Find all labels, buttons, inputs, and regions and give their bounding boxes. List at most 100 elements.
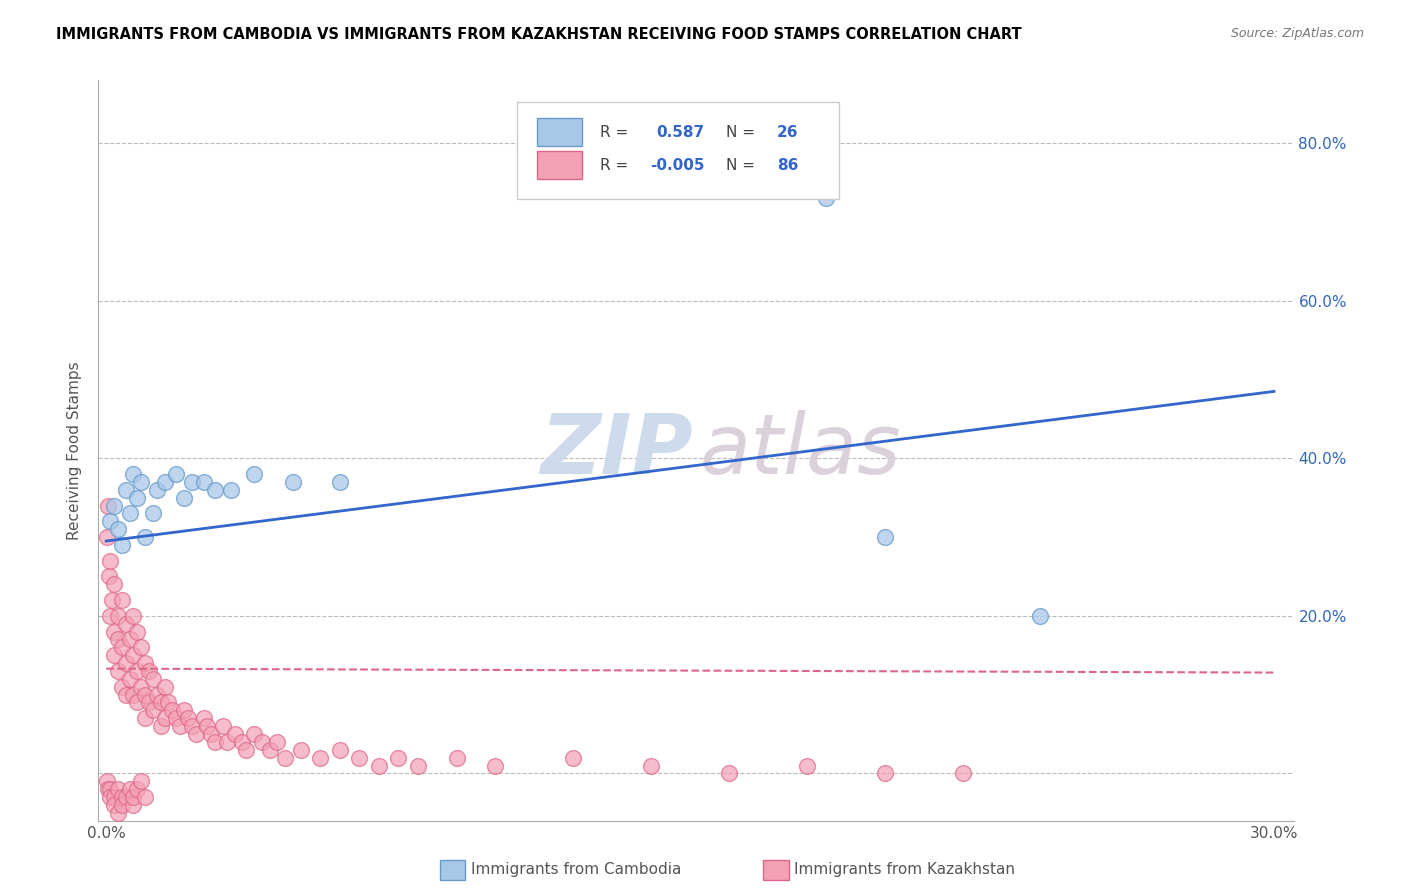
- Text: Immigrants from Kazakhstan: Immigrants from Kazakhstan: [794, 863, 1015, 877]
- Point: [718, 766, 741, 780]
- Point: [96, 774, 118, 789]
- Point: [200, 727, 222, 741]
- Point: [281, 475, 304, 489]
- Point: [146, 688, 169, 702]
- Text: ZIP: ZIP: [540, 410, 692, 491]
- Point: [815, 191, 838, 205]
- Text: 26: 26: [778, 125, 799, 140]
- Point: [349, 750, 371, 764]
- Point: [98, 608, 121, 623]
- Point: [446, 750, 468, 764]
- Point: [173, 491, 195, 505]
- Point: [107, 664, 129, 678]
- Text: R =: R =: [600, 125, 634, 140]
- Point: [165, 711, 187, 725]
- Point: [243, 727, 266, 741]
- Point: [103, 499, 125, 513]
- Point: [127, 696, 149, 710]
- Point: [134, 688, 156, 702]
- Point: [274, 750, 297, 764]
- Point: [873, 766, 896, 780]
- Point: [149, 719, 172, 733]
- Point: [122, 608, 145, 623]
- Point: [149, 696, 172, 710]
- Point: [111, 593, 134, 607]
- Point: [796, 758, 818, 772]
- Point: [204, 483, 226, 497]
- Point: [219, 483, 242, 497]
- Point: [103, 577, 125, 591]
- Point: [118, 672, 141, 686]
- Text: -0.005: -0.005: [651, 158, 704, 173]
- Point: [129, 680, 152, 694]
- Point: [98, 569, 121, 583]
- Point: [146, 483, 169, 497]
- Text: Source: ZipAtlas.com: Source: ZipAtlas.com: [1230, 27, 1364, 40]
- Point: [169, 719, 191, 733]
- Point: [118, 782, 141, 797]
- Point: [103, 648, 125, 663]
- Point: [184, 727, 207, 741]
- Text: 86: 86: [778, 158, 799, 173]
- Point: [193, 711, 215, 725]
- Point: [173, 703, 195, 717]
- Point: [215, 735, 238, 749]
- Point: [484, 758, 506, 772]
- Point: [250, 735, 273, 749]
- Point: [640, 758, 662, 772]
- Point: [101, 593, 124, 607]
- Point: [96, 530, 118, 544]
- Text: R =: R =: [600, 158, 634, 173]
- Point: [118, 507, 141, 521]
- Point: [562, 750, 585, 764]
- Point: [114, 790, 136, 805]
- Point: [231, 735, 253, 749]
- Point: [98, 554, 121, 568]
- Point: [153, 711, 176, 725]
- Point: [952, 766, 974, 780]
- Point: [1029, 608, 1052, 623]
- Bar: [440, 860, 465, 880]
- Point: [114, 656, 136, 670]
- Point: [387, 750, 409, 764]
- Point: [107, 608, 129, 623]
- Point: [129, 774, 152, 789]
- Bar: [537, 118, 582, 146]
- Point: [197, 719, 219, 733]
- Point: [290, 743, 312, 757]
- Text: IMMIGRANTS FROM CAMBODIA VS IMMIGRANTS FROM KAZAKHSTAN RECEIVING FOOD STAMPS COR: IMMIGRANTS FROM CAMBODIA VS IMMIGRANTS F…: [56, 27, 1022, 42]
- Point: [142, 703, 165, 717]
- Text: atlas: atlas: [700, 410, 901, 491]
- Point: [114, 483, 136, 497]
- Point: [122, 648, 145, 663]
- Point: [134, 790, 156, 805]
- Point: [153, 680, 176, 694]
- Point: [97, 782, 120, 797]
- Point: [127, 491, 149, 505]
- Point: [157, 696, 180, 710]
- Point: [98, 790, 121, 805]
- Point: [98, 782, 121, 797]
- Point: [103, 797, 125, 812]
- Point: [111, 790, 134, 805]
- Point: [259, 743, 281, 757]
- Point: [406, 758, 429, 772]
- Point: [134, 530, 156, 544]
- Point: [165, 467, 187, 481]
- Point: [138, 664, 160, 678]
- Y-axis label: Receiving Food Stamps: Receiving Food Stamps: [67, 361, 83, 540]
- Point: [129, 640, 152, 655]
- Point: [266, 735, 288, 749]
- Point: [329, 475, 352, 489]
- Point: [243, 467, 266, 481]
- Point: [118, 632, 141, 647]
- Point: [309, 750, 332, 764]
- Text: N =: N =: [725, 125, 759, 140]
- Point: [122, 467, 145, 481]
- Point: [142, 507, 165, 521]
- Point: [111, 538, 134, 552]
- Point: [103, 790, 125, 805]
- Point: [127, 782, 149, 797]
- Point: [134, 711, 156, 725]
- Point: [107, 522, 129, 536]
